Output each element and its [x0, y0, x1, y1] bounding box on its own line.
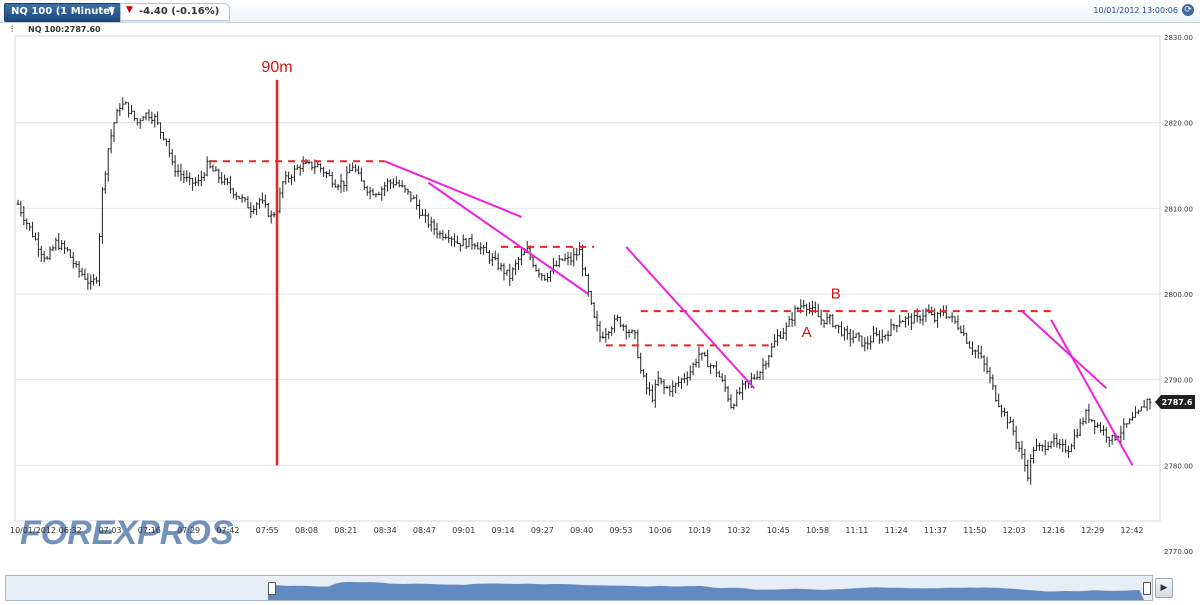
y-axis: 2770.00 2780.00 2790.00 2800.00 2810.00 2820.…	[1164, 34, 1193, 556]
x-tick-label: 11:24	[885, 526, 908, 535]
y-tick-label: 2830.00	[1164, 34, 1193, 42]
ohlc-bar-icon: ⫶	[11, 25, 14, 35]
y-tick-label: 2800.00	[1164, 291, 1193, 299]
candlestick-series	[16, 97, 1152, 485]
x-tick-label: 11:11	[845, 526, 868, 535]
last-update-datetime: 10/01/2012 13:00:06	[1093, 6, 1178, 15]
y-tick-label: 2790.00	[1164, 377, 1193, 385]
trend-line	[1021, 310, 1108, 389]
last-price-label: 2787.6	[1162, 398, 1193, 407]
trend-line	[384, 160, 522, 218]
x-tick-label: 07:16	[138, 526, 161, 535]
y-tick-label: 2810.00	[1164, 205, 1193, 213]
last-price-tag: 2787.6	[1155, 395, 1195, 409]
x-tick-label: 09:01	[452, 526, 475, 535]
x-tick-label: 09:27	[531, 526, 554, 535]
x-tick-label: 10:58	[806, 526, 829, 535]
x-tick-label: 12:29	[1081, 526, 1104, 535]
x-tick-label: 07:29	[177, 526, 200, 535]
x-tick-label: 07:55	[256, 526, 279, 535]
x-tick-label: 11:37	[924, 526, 947, 535]
price-change-box: ▼ -4.40 (-0.16%)	[120, 3, 230, 21]
x-tick-label: 10:19	[688, 526, 711, 535]
time-marker-label: 90m	[261, 59, 292, 76]
y-tick-label: 2780.00	[1164, 462, 1193, 470]
x-axis: 10/01/2012 06:32 07:03 07:16 07:29 07:42 07:5…	[10, 526, 1144, 535]
instrument-tab-label: NQ 100 (1 Minute)	[11, 6, 115, 17]
x-tick-label: 09:14	[492, 526, 515, 535]
instrument-tab[interactable]: NQ 100 (1 Minute) ▼	[4, 3, 121, 22]
navigator-right-handle[interactable]	[1143, 582, 1151, 595]
x-tick-label: 08:21	[334, 526, 357, 535]
price-chart[interactable]: FOREXPROS 90m A B 2770.00 2780.00 2790.00 280…	[0, 0, 1200, 575]
trend-line	[427, 181, 589, 295]
time-navigator[interactable]	[5, 575, 1153, 601]
x-tick-label: 10/01/2012 06:32	[10, 526, 82, 535]
x-tick-label: 10:06	[649, 526, 672, 535]
plot-area	[14, 35, 1161, 522]
top-bar: NQ 100 (1 Minute) ▼ ▼ -4.40 (-0.16%) 10/…	[0, 0, 1200, 23]
navigator-left-handle[interactable]	[268, 582, 276, 595]
y-tick-label: 2770.00	[1164, 548, 1193, 556]
navigator-area	[268, 581, 1144, 600]
x-tick-label: 10:32	[727, 526, 750, 535]
x-tick-label: 11:50	[963, 526, 986, 535]
price-change-value: -4.40 (-0.16%)	[139, 6, 220, 17]
x-tick-label: 08:08	[295, 526, 318, 535]
x-tick-label: 07:03	[98, 526, 121, 535]
down-arrow-icon: ▼	[126, 5, 133, 15]
trend-line	[1050, 319, 1134, 466]
chevron-down-icon[interactable]: ▼	[108, 6, 115, 16]
x-tick-label: 12:42	[1120, 526, 1143, 535]
x-tick-label: 09:53	[609, 526, 632, 535]
scroll-right-button[interactable]: ▶	[1155, 578, 1173, 598]
point-label: B	[831, 285, 841, 302]
x-tick-label: 08:47	[413, 526, 436, 535]
quote-label: NQ 100:2787.60	[28, 25, 101, 34]
watermark: FOREXPROS	[20, 514, 234, 552]
x-tick-label: 12:03	[1003, 526, 1026, 535]
annotations: 90m A B	[210, 59, 1134, 466]
point-label: A	[802, 324, 812, 341]
x-tick-label: 07:42	[216, 526, 239, 535]
x-tick-label: 10:45	[767, 526, 790, 535]
refresh-icon[interactable]: ⟳	[1182, 4, 1194, 16]
trend-line	[625, 246, 755, 389]
x-tick-label: 08:34	[374, 526, 397, 535]
y-tick-label: 2820.00	[1164, 120, 1193, 128]
x-tick-label: 09:40	[570, 526, 593, 535]
x-tick-label: 12:16	[1042, 526, 1065, 535]
